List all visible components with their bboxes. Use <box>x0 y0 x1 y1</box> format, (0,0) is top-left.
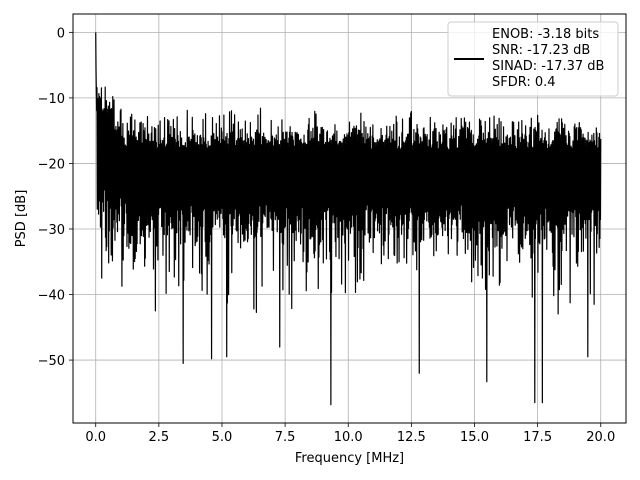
x-tick-label: 5.0 <box>212 430 233 445</box>
y-axis-label: PSD [dB] <box>14 190 29 248</box>
legend-line-sinad: SINAD: -17.37 dB <box>492 59 604 74</box>
x-tick-label: 7.5 <box>275 430 296 445</box>
y-tick-label: 0 <box>57 26 65 41</box>
plot-frame <box>72 13 627 424</box>
legend-line-enob: ENOB: -3.18 bits <box>492 27 599 42</box>
y-tick-label: −10 <box>38 92 65 107</box>
x-tick-label: 10.0 <box>334 430 363 445</box>
legend: ENOB: -3.18 bits SNR: -17.23 dB SINAD: -… <box>447 21 619 97</box>
y-tick-label: −50 <box>38 354 65 369</box>
x-tick-label: 12.5 <box>397 430 426 445</box>
x-axis-ticks: 0.0 2.5 5.0 7.5 10.0 12.5 15.0 17.5 20.0 <box>85 423 615 445</box>
x-tick-label: 2.5 <box>149 430 170 445</box>
x-tick-label: 15.0 <box>460 430 489 445</box>
x-tick-label: 0.0 <box>85 430 106 445</box>
x-axis-label: Frequency [MHz] <box>295 451 404 466</box>
legend-line-snr: SNR: -17.23 dB <box>492 43 590 58</box>
legend-line-sfdr: SFDR: 0.4 <box>492 75 556 90</box>
y-axis-ticks: 0 −10 −20 −30 −40 −50 <box>38 26 73 369</box>
x-tick-label: 17.5 <box>523 430 552 445</box>
y-tick-label: −30 <box>38 223 65 238</box>
y-tick-label: −40 <box>38 289 65 304</box>
psd-series-line <box>95 32 602 406</box>
legend-box <box>447 21 619 97</box>
psd-series <box>95 32 602 406</box>
y-tick-label: −20 <box>38 157 65 172</box>
x-tick-label: 20.0 <box>586 430 615 445</box>
